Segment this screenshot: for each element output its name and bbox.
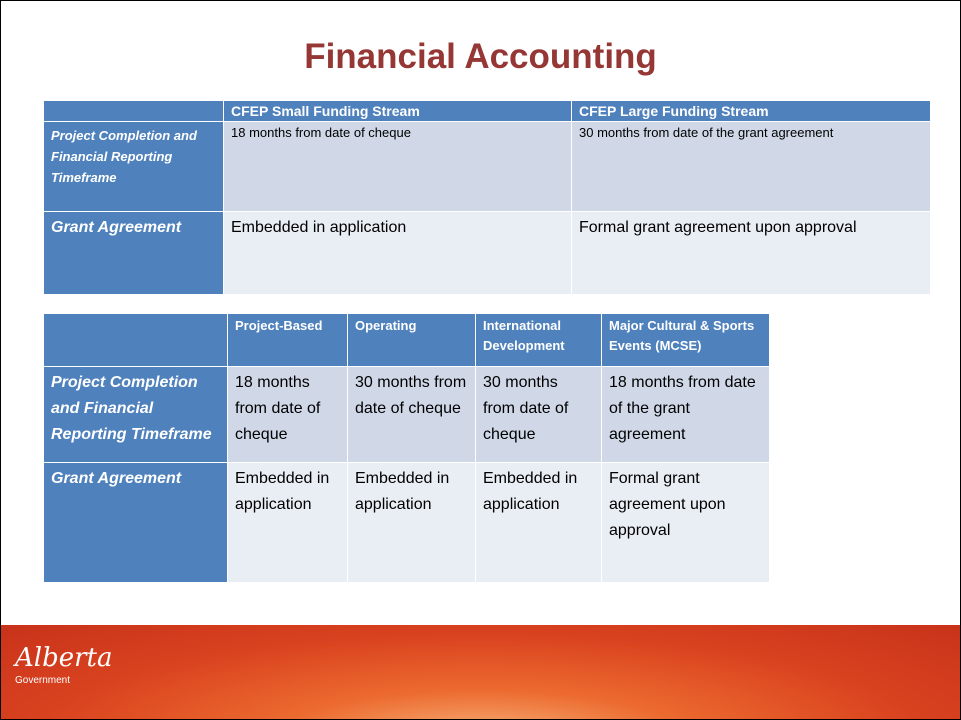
- cell: 30 months from date of cheque: [347, 366, 476, 463]
- cell: Formal grant agreement upon approval: [601, 462, 770, 583]
- row: Grant Agreement Embedded in application Em…: [43, 462, 770, 583]
- cell: Embedded in application: [347, 462, 476, 583]
- logo-subtitle: Government: [15, 675, 71, 686]
- logo: Alberta: [15, 643, 113, 673]
- cell: Embedded in application: [227, 462, 348, 583]
- cell: Formal grant agreement upon approval: [571, 211, 931, 295]
- row: Grant Agreement Embedded in application Fo…: [43, 211, 931, 295]
- title: Financial Accounting: [304, 37, 657, 76]
- header-cell: [43, 313, 228, 367]
- row-header: Project Completion and Financial Reporti…: [43, 121, 224, 212]
- header-row: Project-Based Operating International Deve…: [43, 313, 770, 367]
- cell: 30 months from date of the grant agreeme…: [571, 121, 931, 212]
- row-header: Grant Agreement: [43, 462, 228, 583]
- header-cell: CFEP Large Funding Stream: [571, 100, 931, 122]
- header-cell: Project-Based: [227, 313, 348, 367]
- cell: Embedded in application: [223, 211, 572, 295]
- table: CFEP Small Funding Stream CFEP Large Fund…: [43, 100, 931, 295]
- cell: Embedded in application: [475, 462, 602, 583]
- footer: Alberta Government: [1, 625, 960, 719]
- header-cell: International Development: [475, 313, 602, 367]
- row: Project Completion and Financial Reporti…: [43, 366, 770, 463]
- table: Project-Based Operating International Deve…: [43, 313, 770, 583]
- header-cell: Operating: [347, 313, 476, 367]
- row: Project Completion and Financial Reporti…: [43, 121, 931, 212]
- header-cell: CFEP Small Funding Stream: [223, 100, 572, 122]
- cell: 30 months from date of cheque: [475, 366, 602, 463]
- row-header: Project Completion and Financial Reporti…: [43, 366, 228, 463]
- header-row: CFEP Small Funding Stream CFEP Large Fund…: [43, 100, 931, 122]
- cell: 18 months from date of the grant agreeme…: [601, 366, 770, 463]
- cell: 18 months from date of cheque: [223, 121, 572, 212]
- row-header: Grant Agreement: [43, 211, 224, 295]
- header-cell: Major Cultural & Sports Events (MCSE): [601, 313, 770, 367]
- cell: 18 months from date of cheque: [227, 366, 348, 463]
- header-cell: [43, 100, 224, 122]
